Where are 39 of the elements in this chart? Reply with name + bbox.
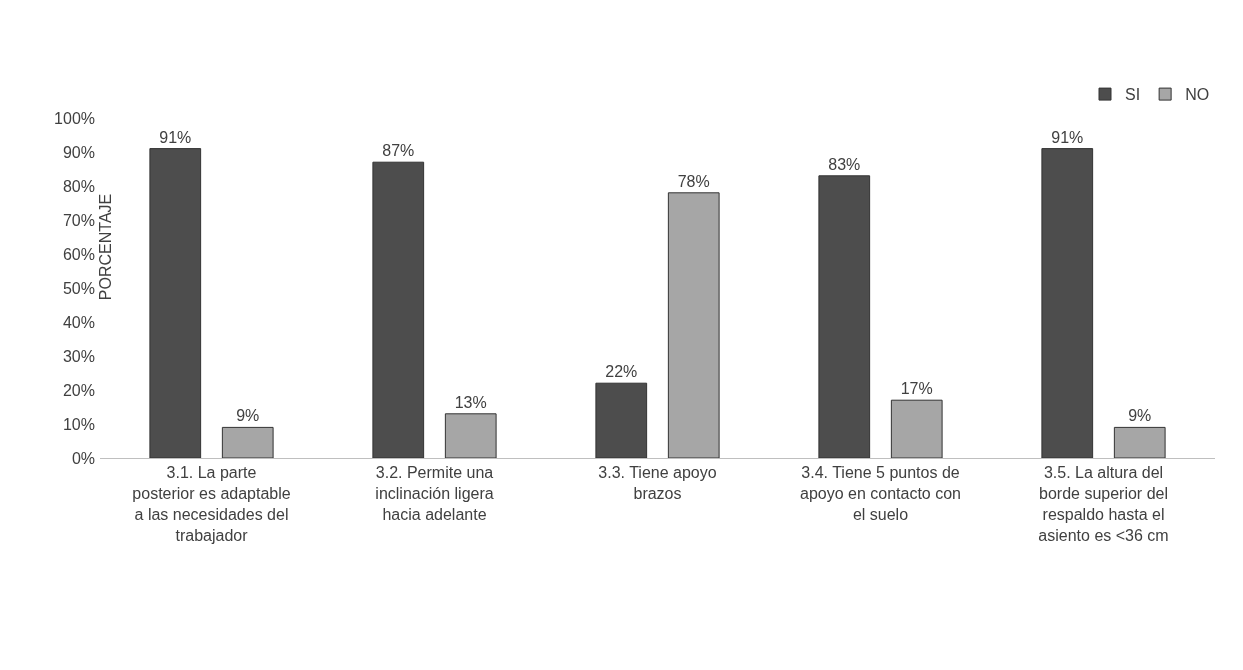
bar [372,161,425,458]
x-tick-label: 3.2. Permite una inclinación ligera hacia adelante [375,464,494,523]
bar [667,192,720,458]
y-tick-label: 10% [62,415,95,433]
x-tick-label: 3.4. Tiene 5 puntos de apoyo en contacto con el suelo [799,464,962,523]
bar [1041,148,1094,458]
y-axis-title: PORCENTAJE [96,193,114,301]
bar [149,148,202,458]
legend-label: SI [1125,86,1141,104]
y-tick-label: 0% [71,449,95,467]
y-tick-label: 80% [62,177,95,195]
data-label: 17% [900,380,933,398]
legend-label: NO [1185,86,1210,104]
data-label: 22% [605,363,638,381]
y-tick-label: 50% [62,279,95,297]
data-label: 78% [677,172,710,190]
data-label: 83% [828,155,861,173]
x-tick-label: 3.1. La parte posterior es adaptable a las necesidades del trabajador [132,464,291,544]
y-tick-label: 90% [62,143,95,161]
bar [595,382,648,458]
data-label: 9% [1128,407,1152,425]
data-label: 87% [382,142,415,160]
bar [818,175,871,458]
y-tick-label: 70% [62,211,95,229]
data-label: 9% [236,407,260,425]
y-tick-label: 40% [62,313,95,331]
y-tick-label: 20% [62,381,95,399]
bar [1113,426,1166,458]
bar [444,413,497,458]
bar [890,399,943,458]
y-tick-label: 30% [62,347,95,365]
data-label: 91% [1051,128,1084,146]
x-tick-label: 3.5. La altura del borde superior del respaldo hasta el asiento es <36 cm [1038,464,1169,544]
y-tick-label: 100% [54,109,95,127]
bar [221,426,274,458]
data-label: 91% [159,128,192,146]
y-tick-label: 60% [62,245,95,263]
data-label: 13% [454,393,487,411]
x-tick-label: 3.3. Tiene apoyo brazos [598,464,717,502]
